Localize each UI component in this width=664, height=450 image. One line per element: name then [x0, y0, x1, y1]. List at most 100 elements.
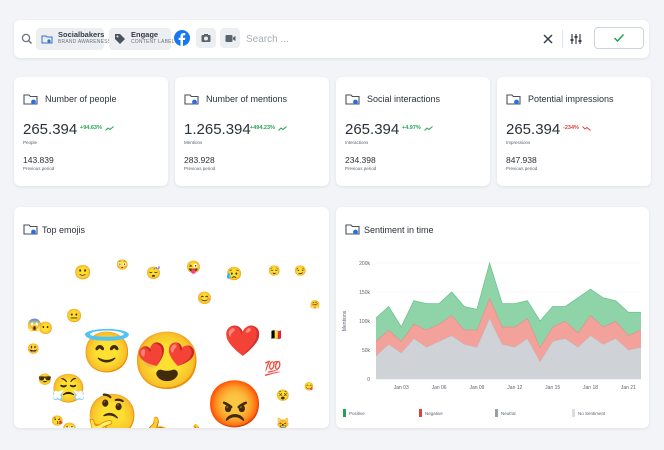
legend-label: No Sentiment [578, 410, 606, 416]
close-icon[interactable] [541, 32, 555, 46]
metric-card-people[interactable]: Number of people 265.394 +94.63% People … [14, 77, 168, 186]
metric-card-impressions[interactable]: Potential impressions 265.394 -234% Impr… [497, 77, 651, 186]
top-emojis-panel: Top emojis 😇😍 😤🤔 😡 ❤️ 👍 👌 💯 🇧🇪 😊 😶 😐 😵 😸 😱 😃 😎 🙄😘 🙂 😳 😴 😜 😥 😌 😏… [14, 207, 329, 428]
emoji-item: 😡 [206, 378, 264, 428]
y-tick-label: 200k [359, 261, 370, 267]
emoji-item: 😵 [276, 390, 290, 402]
emoji-item: 😸 [276, 418, 290, 429]
video-icon [225, 34, 235, 42]
emoji-item: ❤️ [224, 325, 262, 358]
metric-value-label: Interactions [345, 140, 369, 145]
y-tick-label: 50k [362, 348, 371, 354]
y-tick-label: 100k [359, 319, 370, 325]
emoji-item: 😌 [268, 266, 281, 277]
metric-value: 265.394 [23, 121, 78, 138]
panel-title: Sentiment in time [364, 225, 434, 235]
x-tick-label: Jan 09 [469, 385, 484, 391]
folder-icon [184, 94, 199, 105]
area-neutral [376, 318, 641, 379]
sentiment-chart: 0 50k 100k 150k 200k Mentions Jan 03 Jan 06 Jan … [342, 261, 642, 391]
metric-title: Number of people [45, 94, 117, 104]
sentiment-panel: Sentiment in time 0 50k 100k 150k 200k Mentio… [336, 207, 649, 428]
metric-previous-label: Previous period [506, 166, 538, 171]
emoji-item: 😳 [116, 260, 129, 271]
x-tick-label: Jan 21 [621, 385, 636, 391]
camera-icon [201, 34, 211, 42]
emoji-item: 😤 [51, 373, 86, 404]
metric-card-mentions[interactable]: Number of mentions 1.265.394 +494.23% Me… [175, 77, 329, 186]
emoji-item: 😃 [27, 344, 40, 355]
metric-change-value: +4.97% [402, 125, 421, 131]
area-positive [376, 263, 641, 348]
legend-item-positive: Positive [343, 409, 365, 417]
metric-title: Potential impressions [528, 94, 614, 104]
emoji-item: 😋 [304, 382, 314, 391]
filter-chip-socialbakers[interactable]: Socialbakers BRAND AWARENESS [36, 28, 112, 50]
filter-chip-engage[interactable]: Engage CONTENT LABEL [109, 28, 175, 50]
metric-change: +4.97% [402, 125, 433, 131]
confirm-button[interactable] [594, 27, 644, 49]
chip-title: Engage [131, 30, 159, 39]
metric-card-interactions[interactable]: Social interactions 265.394 +4.97% Inter… [336, 77, 490, 186]
search-input[interactable] [246, 29, 526, 49]
metric-change-value: -234% [563, 125, 579, 131]
trend-up-icon [278, 125, 287, 131]
chip-title: Socialbakers [58, 30, 105, 39]
metric-title: Number of mentions [206, 94, 288, 104]
metric-previous-value: 143.839 [23, 155, 54, 165]
series-line-positive [375, 261, 641, 328]
x-tick-label: Jan 15 [545, 385, 560, 391]
metric-change: +494.23% [250, 125, 287, 131]
y-axis-label: Mentions [342, 310, 348, 331]
legend-item-no-sentiment: No Sentiment [572, 409, 605, 417]
x-tick-label: Jan 12 [507, 385, 522, 391]
metric-previous-label: Previous period [345, 166, 377, 171]
emoji-item: 😜 [186, 260, 201, 274]
search-icon [21, 33, 32, 44]
metric-value: 265.394 [506, 121, 561, 138]
folder-icon [345, 224, 360, 235]
emoji-item: 🤔 [86, 392, 139, 429]
divider [562, 30, 563, 48]
metric-value-label: Impressions [506, 140, 531, 145]
metric-value: 265.394 [345, 121, 400, 138]
youtube-filter-button[interactable] [220, 28, 240, 48]
folder-icon [345, 94, 360, 105]
sliders-icon[interactable] [569, 32, 583, 46]
x-tick-label: Jan 03 [394, 385, 409, 391]
metric-value: 1.265.394 [184, 121, 251, 138]
checkmark-icon [613, 33, 625, 43]
folder-icon [41, 35, 53, 44]
trend-up-icon [423, 125, 433, 131]
search-bar: Socialbakers BRAND AWARENESS Engage CONT… [14, 20, 649, 58]
legend-swatch [419, 409, 422, 417]
metric-previous-value: 234.398 [345, 155, 376, 165]
metric-previous-value: 847.938 [506, 155, 537, 165]
metric-value-label: Mentions [184, 140, 203, 145]
legend-item-neutral: Neutral [495, 409, 516, 417]
y-tick-label: 0 [367, 377, 370, 383]
metric-title: Social interactions [367, 94, 441, 104]
facebook-filter-button[interactable] [172, 28, 192, 48]
legend-swatch [343, 409, 346, 417]
trend-down-icon [582, 125, 591, 131]
folder-icon [23, 224, 38, 235]
instagram-filter-button[interactable] [196, 28, 216, 48]
area-negative [376, 297, 641, 362]
emoji-item: 😐 [66, 308, 83, 323]
emoji-item: 😇 [82, 331, 132, 375]
emoji-item: 😍 [132, 329, 202, 392]
emoji-item: 🙂 [74, 264, 92, 280]
chip-subtitle: BRAND AWARENESS [58, 39, 112, 45]
emoji-item: 🙄 [62, 423, 77, 428]
metric-value-label: People [23, 140, 38, 145]
legend-label: Neutral [501, 410, 516, 416]
trend-up-icon [105, 125, 114, 131]
emoji-item: 🇧🇪 [270, 330, 283, 341]
legend-label: Positive [349, 410, 365, 416]
emoji-item: 👍 [138, 417, 170, 428]
metric-previous-label: Previous period [23, 166, 55, 171]
emoji-item: 😥 [226, 266, 243, 281]
legend-label: Negative [425, 410, 443, 416]
chip-subtitle: CONTENT LABEL [131, 39, 175, 45]
